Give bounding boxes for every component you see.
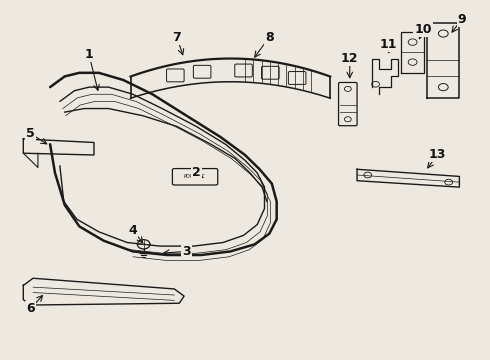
Text: 13: 13 bbox=[429, 148, 446, 162]
Text: PONTIAC: PONTIAC bbox=[184, 174, 206, 179]
Text: 12: 12 bbox=[341, 52, 359, 65]
FancyBboxPatch shape bbox=[167, 69, 184, 82]
FancyBboxPatch shape bbox=[288, 72, 306, 84]
FancyBboxPatch shape bbox=[262, 66, 279, 79]
Text: 1: 1 bbox=[85, 49, 94, 62]
FancyBboxPatch shape bbox=[194, 66, 211, 78]
Text: 2: 2 bbox=[192, 166, 200, 179]
Text: 5: 5 bbox=[26, 127, 35, 140]
Text: 9: 9 bbox=[458, 13, 466, 26]
Text: 4: 4 bbox=[128, 224, 137, 237]
Text: 3: 3 bbox=[182, 245, 191, 258]
Text: 10: 10 bbox=[414, 23, 432, 36]
FancyBboxPatch shape bbox=[172, 168, 218, 185]
FancyBboxPatch shape bbox=[235, 64, 252, 77]
Text: 7: 7 bbox=[172, 31, 181, 44]
Text: 11: 11 bbox=[380, 38, 397, 51]
Text: 8: 8 bbox=[265, 31, 274, 44]
Text: 6: 6 bbox=[26, 302, 35, 315]
